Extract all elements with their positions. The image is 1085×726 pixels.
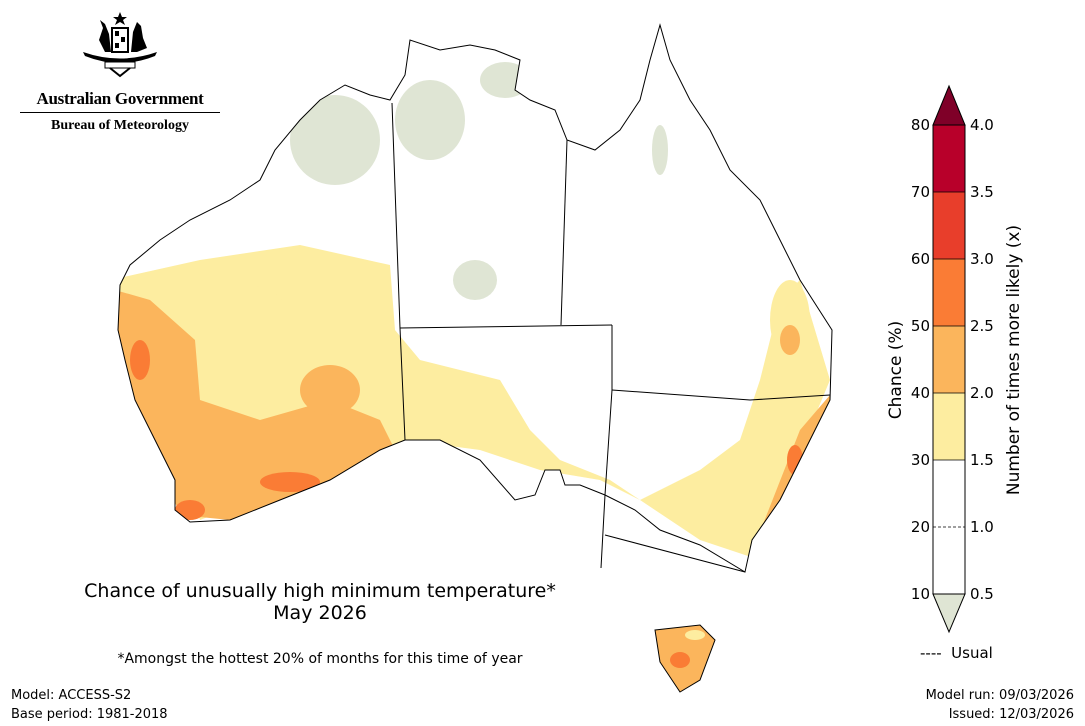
bureau-name: Bureau of Meteorology (51, 118, 189, 133)
map-title-line1: Chance of unusually high minimum tempera… (84, 580, 556, 602)
model-run-date: Model run: 09/03/2026 (925, 688, 1074, 703)
right-tick: 4.0 (970, 116, 994, 134)
right-tick: 3.0 (970, 250, 994, 268)
left-tick: 40 (911, 384, 930, 402)
bom-logo: Australian Government Bureau of Meteorol… (20, 10, 220, 134)
government-name: Australian Government (20, 89, 220, 113)
right-tick: 1.5 (970, 451, 994, 469)
left-tick: 10 (911, 585, 930, 603)
right-tick: 1.0 (970, 518, 994, 536)
australia-map (117, 24, 833, 693)
tasmania-coastline (654, 624, 716, 693)
map-title: Chance of unusually high minimum tempera… (40, 580, 600, 624)
left-tick: 80 (911, 116, 930, 134)
colorbar-band-30-40 (933, 393, 965, 460)
usual-region (290, 62, 668, 300)
right-tick: 2.5 (970, 317, 994, 335)
left-tick: 50 (911, 317, 930, 335)
colorbar-band-60-70 (933, 192, 965, 259)
colorbar-left-label: Chance (%) (886, 321, 906, 419)
colorbar-extend-min (932, 593, 966, 634)
issued-date: Issued: 12/03/2026 (948, 707, 1074, 722)
colorbar-extend-max (932, 84, 966, 126)
coat-of-arms-icon (83, 12, 157, 78)
chance-50-60-region (130, 340, 803, 520)
right-tick: 0.5 (970, 585, 994, 603)
left-tick: 30 (911, 451, 930, 469)
map-footnote: *Amongst the hottest 20% of months for t… (117, 651, 523, 667)
right-tick: 2.0 (970, 384, 994, 402)
state-borders (391, 102, 831, 573)
map-title-line2: May 2026 (273, 602, 367, 624)
left-tick: 20 (911, 518, 930, 536)
colorbar-right-label: Number of times more likely (x) (1004, 225, 1024, 495)
model-name: Model: ACCESS-S2 (11, 688, 132, 703)
left-tick: 60 (911, 250, 930, 268)
colorbar-band-50-60 (933, 259, 965, 326)
usual-legend: ---- Usual (920, 644, 993, 662)
left-tick: 70 (911, 183, 930, 201)
base-period: Base period: 1981-2018 (11, 707, 168, 722)
colorbar-band-70-80 (933, 125, 965, 192)
colorbar-band-40-50 (933, 326, 965, 393)
right-tick: 3.5 (970, 183, 994, 201)
